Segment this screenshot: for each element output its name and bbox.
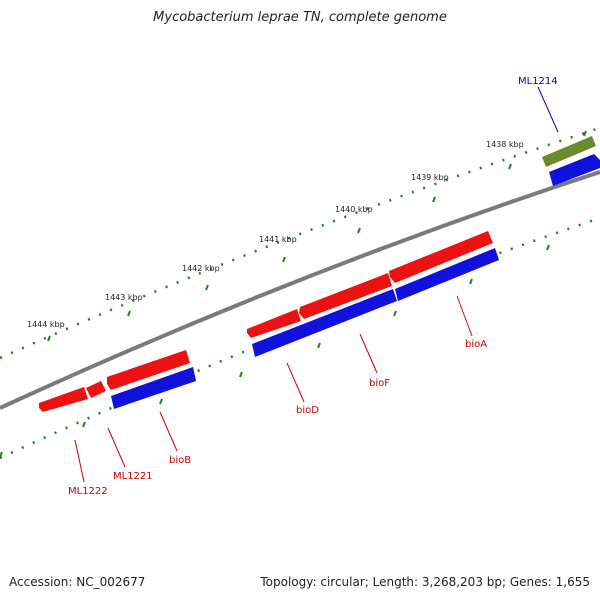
label-ML1222[interactable]: ML1222 (68, 486, 108, 497)
gene-bioF-blue[interactable] (252, 289, 397, 357)
gene-bioD-red[interactable] (247, 309, 301, 338)
label-ML1214[interactable]: ML1214 (518, 76, 558, 87)
genome-backbone (0, 170, 600, 410)
outer-tick-track (0, 126, 600, 360)
tick-label-1440: 1440 kbp (335, 205, 373, 214)
leader-ML1214 (537, 86, 559, 133)
map-title: Mycobacterium leprae TN, complete genome (153, 10, 447, 25)
leader-ML1222 (74, 439, 85, 483)
gene-bioA-blue[interactable] (395, 248, 499, 301)
gene-bioB-blue[interactable] (111, 367, 196, 409)
leader-bioB (159, 411, 178, 452)
label-ML1221[interactable]: ML1221 (113, 471, 153, 482)
inner-major-ticks (0, 244, 550, 458)
label-bioA[interactable]: bioA (465, 339, 487, 350)
leader-bioD (286, 362, 305, 403)
label-bioB[interactable]: bioB (169, 455, 191, 466)
tick-label-1441: 1441 kbp (259, 235, 297, 244)
tick-label-1439: 1439 kbp (411, 173, 449, 182)
label-bioD[interactable]: bioD (296, 405, 319, 416)
gene-ML1222-red[interactable] (39, 387, 88, 412)
tick-label-1442: 1442 kbp (182, 264, 220, 273)
outer-major-ticks (47, 130, 587, 342)
label-bioF[interactable]: bioF (369, 378, 390, 389)
gene-bioF-red[interactable] (299, 273, 392, 319)
leader-bioF (359, 333, 378, 374)
genome-summary-text: Topology: circular; Length: 3,268,203 bp… (260, 575, 590, 589)
leader-ML1221 (107, 427, 126, 468)
tick-label-1438: 1438 kbp (486, 140, 524, 149)
tick-label-1443: 1443 kbp (105, 293, 143, 302)
gene-bioB-red[interactable] (107, 350, 190, 390)
accession-text: Accession: NC_002677 (9, 575, 146, 589)
gene-ML1221-red[interactable] (86, 381, 106, 398)
gene-ML1214-blue[interactable] (549, 154, 600, 186)
tick-label-1444: 1444 kbp (27, 320, 65, 329)
gene-bioA-red[interactable] (389, 231, 493, 283)
leader-bioA (456, 295, 473, 337)
gene-ML1214[interactable] (542, 136, 596, 167)
